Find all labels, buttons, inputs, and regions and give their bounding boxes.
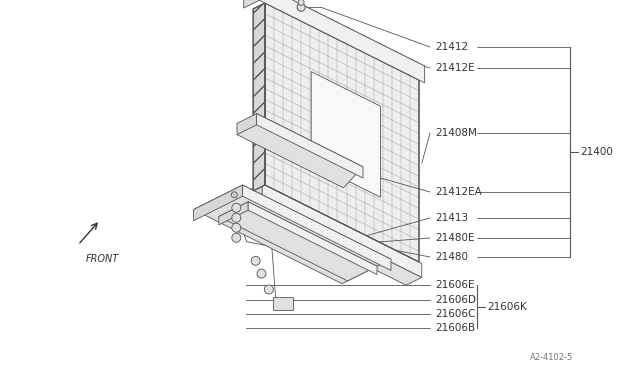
Polygon shape [244, 0, 259, 8]
Circle shape [264, 285, 273, 294]
Text: 21412E: 21412E [435, 63, 475, 73]
Text: 21606C: 21606C [435, 309, 476, 319]
Text: 21606K: 21606K [487, 301, 527, 311]
Text: FRONT: FRONT [86, 254, 119, 264]
Circle shape [232, 213, 241, 222]
Text: 21606B: 21606B [435, 323, 475, 333]
Circle shape [257, 269, 266, 278]
Circle shape [232, 223, 241, 232]
Polygon shape [237, 113, 257, 135]
Polygon shape [244, 0, 424, 74]
Polygon shape [262, 184, 422, 278]
Polygon shape [237, 113, 363, 188]
Polygon shape [246, 198, 422, 285]
Text: 21412EA: 21412EA [435, 187, 482, 197]
Polygon shape [273, 297, 293, 310]
Polygon shape [257, 113, 363, 178]
Text: A2-4102-5: A2-4102-5 [530, 353, 573, 362]
Circle shape [298, 0, 304, 5]
Polygon shape [311, 71, 381, 197]
Text: 21413: 21413 [435, 213, 468, 223]
Polygon shape [253, 3, 265, 191]
Text: 21408M: 21408M [435, 128, 477, 138]
Text: 21606E: 21606E [435, 280, 474, 290]
Polygon shape [259, 0, 424, 83]
Polygon shape [248, 202, 377, 275]
Circle shape [297, 3, 305, 11]
Polygon shape [246, 184, 262, 205]
Polygon shape [253, 3, 265, 191]
Text: 21480: 21480 [435, 252, 468, 262]
Circle shape [251, 256, 260, 265]
Polygon shape [219, 202, 248, 225]
Circle shape [232, 233, 241, 242]
Circle shape [232, 203, 241, 212]
Polygon shape [194, 185, 391, 284]
Polygon shape [219, 202, 377, 281]
Text: 21480E: 21480E [435, 233, 474, 243]
Text: 21400: 21400 [580, 147, 613, 157]
Polygon shape [194, 185, 243, 221]
Polygon shape [265, 3, 419, 262]
Text: 21412: 21412 [435, 42, 468, 52]
Text: 21606D: 21606D [435, 295, 476, 305]
Polygon shape [243, 185, 391, 270]
Circle shape [231, 192, 237, 198]
